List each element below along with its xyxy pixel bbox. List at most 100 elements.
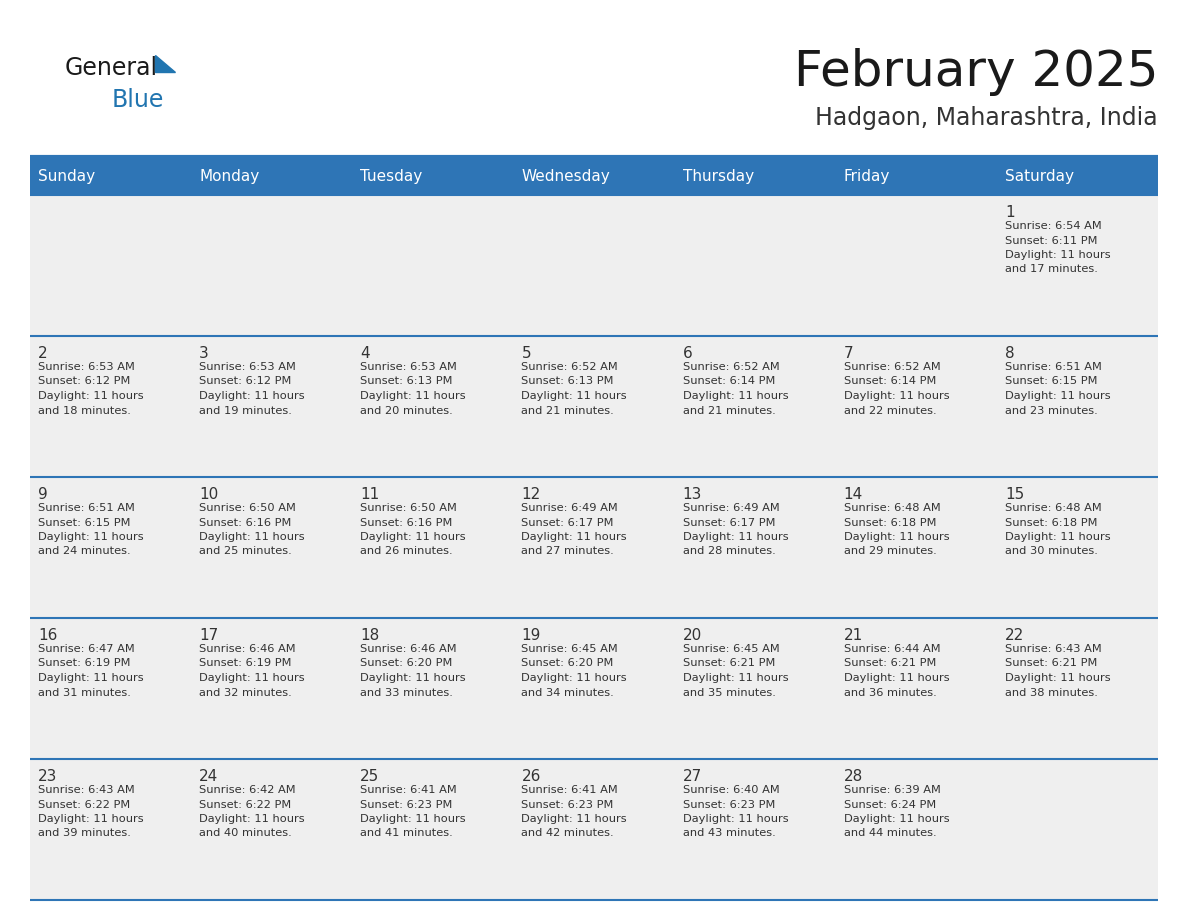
Bar [30,157,1158,195]
Text: and 40 minutes.: and 40 minutes. [200,829,292,838]
Bar [675,336,835,477]
Text: Daylight: 11 hours: Daylight: 11 hours [1005,250,1111,260]
Text: Daylight: 11 hours: Daylight: 11 hours [843,532,949,542]
Bar [513,477,675,618]
Text: 15: 15 [1005,487,1024,502]
Text: Sunrise: 6:43 AM: Sunrise: 6:43 AM [38,785,134,795]
Text: Daylight: 11 hours: Daylight: 11 hours [522,532,627,542]
Text: Sunrise: 6:53 AM: Sunrise: 6:53 AM [38,362,135,372]
Text: Sunrise: 6:52 AM: Sunrise: 6:52 AM [683,362,779,372]
Text: and 36 minutes.: and 36 minutes. [843,688,936,698]
Text: 3: 3 [200,346,209,361]
Text: Daylight: 11 hours: Daylight: 11 hours [683,814,788,824]
Text: Daylight: 11 hours: Daylight: 11 hours [38,391,144,401]
Text: 14: 14 [843,487,862,502]
Text: 11: 11 [360,487,379,502]
Text: 28: 28 [843,769,862,784]
Bar [835,759,997,900]
Text: and 19 minutes.: and 19 minutes. [200,406,292,416]
Text: and 35 minutes.: and 35 minutes. [683,688,776,698]
Bar [30,477,191,618]
Bar [997,618,1158,759]
Text: Daylight: 11 hours: Daylight: 11 hours [200,673,305,683]
Text: Sunrise: 6:50 AM: Sunrise: 6:50 AM [200,503,296,513]
Text: and 27 minutes.: and 27 minutes. [522,546,614,556]
Text: Sunset: 6:12 PM: Sunset: 6:12 PM [38,376,131,386]
Bar [353,477,513,618]
Text: 1: 1 [1005,205,1015,220]
Text: 25: 25 [360,769,379,784]
Text: and 41 minutes.: and 41 minutes. [360,829,453,838]
Text: Sunset: 6:23 PM: Sunset: 6:23 PM [683,800,775,810]
Polygon shape [154,55,175,72]
Text: 9: 9 [38,487,48,502]
Text: and 33 minutes.: and 33 minutes. [360,688,453,698]
Text: and 26 minutes.: and 26 minutes. [360,546,453,556]
Bar [191,336,353,477]
Text: Wednesday: Wednesday [522,169,611,184]
Bar [191,618,353,759]
Text: 5: 5 [522,346,531,361]
Text: 13: 13 [683,487,702,502]
Text: Daylight: 11 hours: Daylight: 11 hours [200,814,305,824]
Text: 4: 4 [360,346,369,361]
Text: Sunrise: 6:53 AM: Sunrise: 6:53 AM [360,362,457,372]
Text: 17: 17 [200,628,219,643]
Text: Sunday: Sunday [38,169,95,184]
Text: Daylight: 11 hours: Daylight: 11 hours [843,814,949,824]
Text: Sunrise: 6:48 AM: Sunrise: 6:48 AM [1005,503,1101,513]
Text: Monday: Monday [200,169,259,184]
Text: Daylight: 11 hours: Daylight: 11 hours [843,391,949,401]
Text: Sunrise: 6:41 AM: Sunrise: 6:41 AM [360,785,457,795]
Text: February 2025: February 2025 [794,48,1158,96]
Text: Sunset: 6:22 PM: Sunset: 6:22 PM [200,800,291,810]
Text: Sunset: 6:23 PM: Sunset: 6:23 PM [360,800,453,810]
Text: Sunset: 6:11 PM: Sunset: 6:11 PM [1005,236,1098,245]
Text: Daylight: 11 hours: Daylight: 11 hours [360,673,466,683]
Text: Daylight: 11 hours: Daylight: 11 hours [38,532,144,542]
Text: Daylight: 11 hours: Daylight: 11 hours [360,532,466,542]
Text: Daylight: 11 hours: Daylight: 11 hours [683,391,788,401]
Text: Sunrise: 6:48 AM: Sunrise: 6:48 AM [843,503,941,513]
Text: Sunset: 6:13 PM: Sunset: 6:13 PM [360,376,453,386]
Text: Daylight: 11 hours: Daylight: 11 hours [683,532,788,542]
Text: Sunrise: 6:43 AM: Sunrise: 6:43 AM [1005,644,1101,654]
Text: Sunset: 6:20 PM: Sunset: 6:20 PM [360,658,453,668]
Text: 24: 24 [200,769,219,784]
Text: Sunset: 6:16 PM: Sunset: 6:16 PM [360,518,453,528]
Bar [513,759,675,900]
Text: and 34 minutes.: and 34 minutes. [522,688,614,698]
Text: and 29 minutes.: and 29 minutes. [843,546,936,556]
Text: Sunset: 6:12 PM: Sunset: 6:12 PM [200,376,291,386]
Text: and 28 minutes.: and 28 minutes. [683,546,776,556]
Bar [835,195,997,336]
Text: Daylight: 11 hours: Daylight: 11 hours [522,814,627,824]
Text: and 42 minutes.: and 42 minutes. [522,829,614,838]
Bar [997,477,1158,618]
Text: Daylight: 11 hours: Daylight: 11 hours [360,814,466,824]
Text: Sunrise: 6:40 AM: Sunrise: 6:40 AM [683,785,779,795]
Bar [353,759,513,900]
Text: Sunrise: 6:41 AM: Sunrise: 6:41 AM [522,785,618,795]
Text: Daylight: 11 hours: Daylight: 11 hours [1005,673,1111,683]
Text: Sunrise: 6:42 AM: Sunrise: 6:42 AM [200,785,296,795]
Text: Sunset: 6:18 PM: Sunset: 6:18 PM [843,518,936,528]
Bar [30,195,191,336]
Text: Sunset: 6:23 PM: Sunset: 6:23 PM [522,800,614,810]
Text: Sunset: 6:14 PM: Sunset: 6:14 PM [843,376,936,386]
Text: and 43 minutes.: and 43 minutes. [683,829,776,838]
Bar [675,477,835,618]
Text: Sunset: 6:17 PM: Sunset: 6:17 PM [683,518,775,528]
Text: Sunrise: 6:45 AM: Sunrise: 6:45 AM [683,644,779,654]
Text: Daylight: 11 hours: Daylight: 11 hours [200,391,305,401]
Text: and 22 minutes.: and 22 minutes. [843,406,936,416]
Bar [835,477,997,618]
Text: and 24 minutes.: and 24 minutes. [38,546,131,556]
Text: 6: 6 [683,346,693,361]
Text: 10: 10 [200,487,219,502]
Bar [353,195,513,336]
Bar [675,195,835,336]
Text: and 20 minutes.: and 20 minutes. [360,406,453,416]
Bar [191,759,353,900]
Bar [997,195,1158,336]
